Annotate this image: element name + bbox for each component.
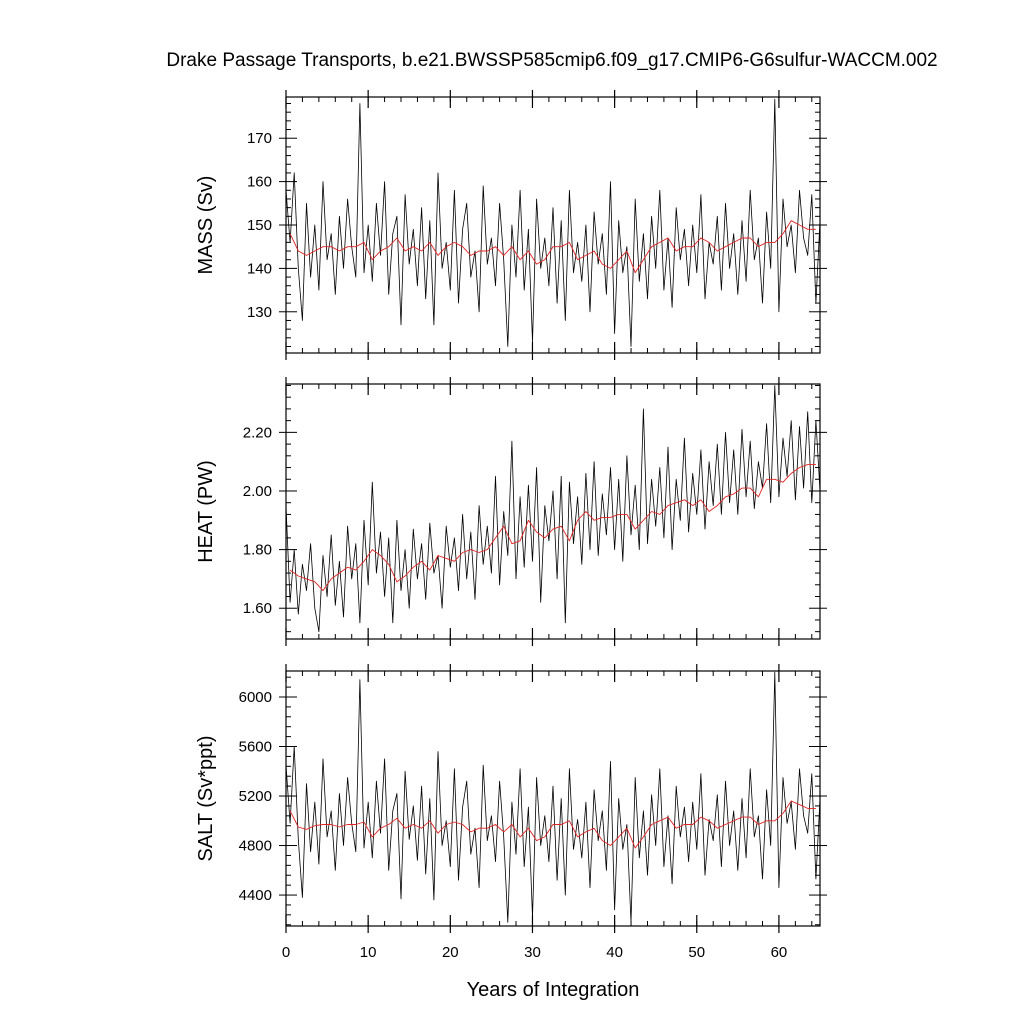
y-axis-label: SALT (Sv*ppt) — [195, 736, 217, 862]
y-tick-label: 170 — [247, 130, 272, 147]
panel-1: 130 140 150 160 170 MASS (Sv) — [195, 90, 827, 360]
y-tick-label: 2.20 — [243, 424, 272, 441]
y-tick-label: 2.00 — [243, 483, 272, 500]
x-axis-label: Years of Integration — [467, 979, 640, 1001]
y-tick-label: 160 — [247, 174, 272, 191]
chart-title: Drake Passage Transports, b.e21.BWSSP585… — [166, 50, 937, 71]
y-tick-label: 130 — [247, 304, 272, 321]
series-line-monthly — [286, 385, 820, 633]
y-tick-label: 150 — [247, 217, 272, 234]
y-tick-label: 1.60 — [243, 600, 272, 617]
panel-frame — [285, 383, 821, 640]
x-tick-label: 60 — [771, 944, 788, 961]
y-axis-label: MASS (Sv) — [195, 176, 217, 275]
y-tick-label: 4800 — [239, 838, 272, 855]
series-line-annual — [289, 800, 816, 849]
panels-group: 130 140 150 160 170 MASS (Sv) 1.60 1.80 2.00 2.20… — [195, 90, 827, 961]
x-tick-label: 10 — [360, 944, 377, 961]
panel-3: 4400 4800 5200 5600 6000 SALT (Sv*ppt) 0 10 20 30… — [195, 664, 827, 961]
y-tick-label: 5200 — [239, 788, 272, 805]
panel-2: 1.60 1.80 2.00 2.20 HEAT (PW) — [195, 377, 827, 646]
series-line-monthly — [286, 98, 820, 347]
series-line-annual — [289, 464, 816, 592]
y-tick-label: 1.80 — [243, 542, 272, 559]
x-tick-label: 40 — [606, 944, 623, 961]
x-tick-label: 30 — [524, 944, 541, 961]
y-tick-label: 6000 — [239, 689, 272, 706]
panel-frame — [285, 670, 821, 927]
y-tick-label: 5600 — [239, 739, 272, 756]
y-tick-label: 4400 — [239, 887, 272, 904]
x-tick-label: 50 — [688, 944, 705, 961]
series-line-monthly — [286, 671, 820, 923]
panel-frame — [285, 96, 821, 354]
y-tick-label: 140 — [247, 260, 272, 277]
x-tick-label: 0 — [282, 944, 290, 961]
series-line-annual — [289, 220, 816, 274]
y-axis-label: HEAT (PW) — [195, 460, 217, 563]
x-tick-label: 20 — [442, 944, 459, 961]
